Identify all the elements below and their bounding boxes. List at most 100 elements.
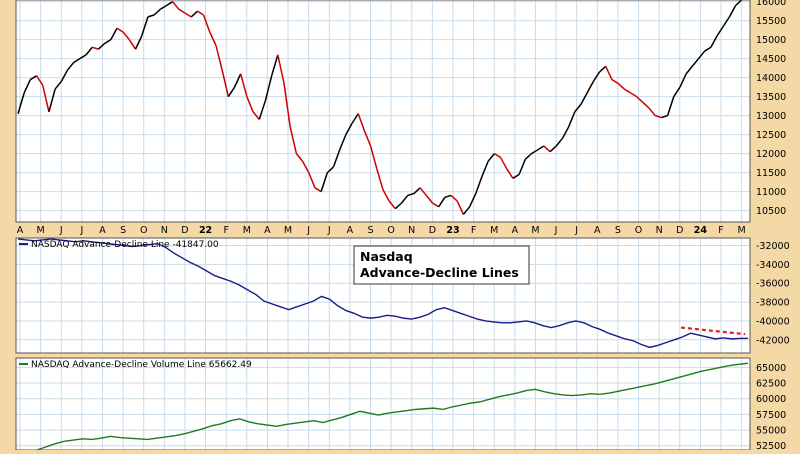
price-line-segment: [221, 69, 230, 97]
price-line-segment: [394, 202, 403, 210]
x-axis-label: S: [367, 225, 373, 236]
price-line-segment: [537, 145, 545, 151]
x-axis-label: M: [243, 225, 251, 236]
price-line-segment: [104, 39, 112, 45]
x-axis-label: 23: [446, 225, 459, 236]
price-line-segment: [357, 113, 366, 132]
x-axis-label: D: [676, 225, 683, 236]
x-axis-label: N: [408, 225, 415, 236]
price-line-segment: [289, 126, 298, 154]
x-axis-label: O: [140, 225, 147, 236]
x-axis-label: J: [554, 225, 558, 236]
price-line-segment: [172, 1, 180, 10]
price-line-segment: [17, 92, 25, 114]
volume-series-line: [20, 362, 749, 454]
price-line-segment: [23, 79, 32, 94]
price-line-segment: [642, 101, 650, 109]
price-line-segment: [481, 160, 489, 177]
price-line-segment: [580, 92, 588, 105]
x-axis-label: J: [59, 225, 63, 236]
price-line-segment: [66, 61, 75, 71]
x-axis-label: A: [512, 225, 519, 236]
price-line-segment: [376, 168, 384, 190]
price-y-tick-label: 12500: [756, 130, 786, 141]
price-line-segment: [636, 96, 644, 103]
price-line-segment: [116, 27, 124, 33]
price-y-tick-label: 13500: [756, 92, 786, 103]
price-line-segment: [728, 5, 737, 18]
price-line-segment: [450, 194, 458, 202]
x-axis-label: 24: [694, 225, 708, 236]
x-axis-label: A: [17, 225, 24, 236]
price-line-segment: [264, 75, 273, 101]
price-line-segment: [197, 10, 204, 16]
price-line-segment: [190, 10, 198, 18]
ad-trendline: [680, 326, 746, 336]
x-axis-label: F: [223, 225, 228, 236]
ad-y-tick-label: -40000: [756, 316, 790, 327]
price-y-tick-label: 15500: [756, 16, 786, 27]
price-line-segment: [326, 166, 335, 174]
x-axis-label: A: [264, 225, 271, 236]
price-line-segment: [252, 111, 260, 120]
x-axis-label: J: [327, 225, 331, 236]
price-y-tick-label: 14500: [756, 54, 786, 65]
price-line-segment: [277, 54, 285, 84]
x-axis-label: S: [615, 225, 621, 236]
price-line-segment: [475, 176, 483, 194]
price-line-segment: [716, 25, 724, 37]
volume-y-tick-label: 52500: [756, 441, 786, 450]
annotation-subtitle: Advance-Decline Lines: [360, 265, 519, 280]
x-axis-label: M: [490, 225, 498, 236]
price-line-segment: [215, 45, 223, 71]
x-axis-label: A: [347, 225, 354, 236]
price-line-segment: [239, 73, 248, 97]
price-line-segment: [29, 75, 37, 81]
price-line-segment: [97, 42, 106, 50]
price-line-segment: [611, 78, 619, 85]
volume-panel-background: [16, 358, 750, 450]
price-line-segment: [531, 149, 539, 155]
price-line-segment: [270, 54, 279, 76]
x-axis-label: J: [574, 225, 578, 236]
price-line-segment: [184, 12, 192, 18]
x-axis-label: A: [594, 225, 601, 236]
x-axis-label: J: [79, 225, 83, 236]
price-line-segment: [586, 81, 594, 94]
price-line-segment: [549, 145, 557, 153]
price-line-segment: [456, 200, 465, 215]
price-line-segment: [691, 58, 700, 67]
price-line-segment: [246, 96, 254, 113]
price-line-segment: [314, 187, 322, 193]
volume-y-tick-label: 55000: [756, 426, 786, 437]
price-panel-background: [16, 0, 750, 222]
price-line-segment: [704, 46, 712, 52]
price-line-segment: [524, 153, 532, 160]
x-axis-label: A: [99, 225, 106, 236]
price-line-segment: [42, 85, 50, 113]
price-line-segment: [351, 113, 359, 124]
annotation-title: Nasdaq: [360, 249, 413, 264]
volume-y-tick-label: 62500: [756, 379, 786, 390]
price-y-tick-label: 15000: [756, 35, 786, 46]
ad-y-tick-label: -36000: [756, 279, 790, 290]
panel-border: [15, 0, 751, 223]
price-line-segment: [54, 80, 62, 90]
price-line-segment: [555, 137, 563, 147]
price-line-segment: [438, 196, 446, 208]
price-line-segment: [301, 160, 310, 173]
x-axis-label: O: [387, 225, 394, 236]
price-line-segment: [679, 73, 687, 88]
price-line-segment: [35, 75, 44, 86]
price-line-segment: [159, 4, 167, 10]
price-y-tick-label: 11000: [756, 187, 786, 198]
price-line-segment: [493, 152, 501, 159]
price-line-segment: [697, 50, 706, 60]
x-axis-label: F: [718, 225, 723, 236]
price-line-segment: [339, 134, 347, 151]
price-line-segment: [574, 103, 582, 113]
price-line-segment: [654, 114, 662, 119]
x-axis-label: M: [284, 225, 292, 236]
